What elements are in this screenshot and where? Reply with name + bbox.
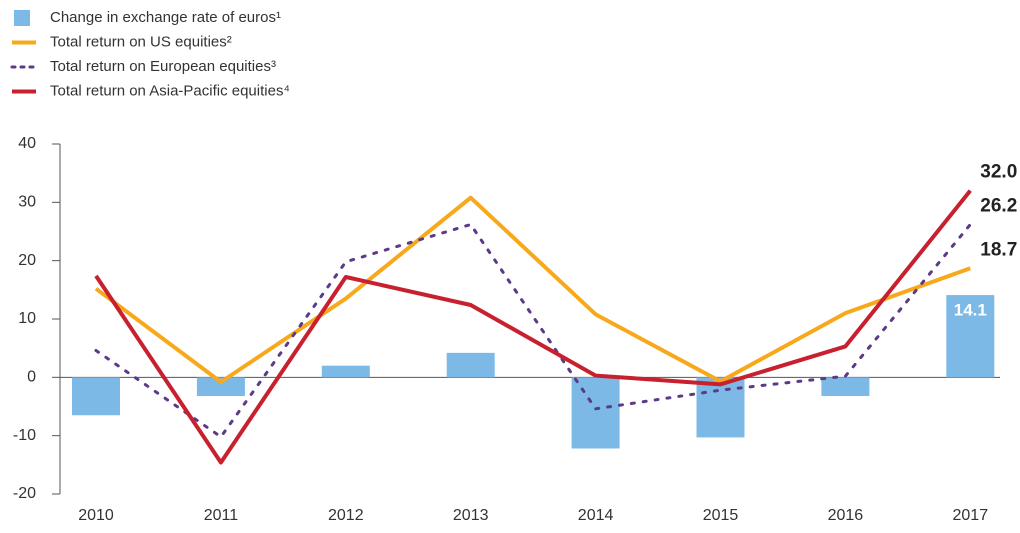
bar	[821, 377, 870, 396]
x-tick-label: 2015	[703, 507, 739, 524]
legend-label: Total return on Asia-Pacific equities⁴	[50, 82, 290, 99]
legend-label: Total return on European equities³	[50, 58, 276, 75]
line-value-label: 32.0	[980, 162, 1017, 183]
y-tick-label: 20	[18, 252, 36, 269]
bar	[946, 295, 995, 378]
bar	[446, 352, 495, 378]
line-series	[94, 189, 972, 465]
bar	[72, 377, 120, 416]
legend-swatch	[14, 10, 30, 26]
bar	[196, 377, 245, 396]
y-tick-label: -20	[13, 485, 36, 502]
y-tick-label: -10	[13, 427, 36, 444]
x-tick-label: 2010	[78, 507, 114, 524]
x-tick-label: 2016	[828, 507, 864, 524]
line-value-label: 18.7	[980, 239, 1017, 260]
x-tick-label: 2011	[204, 507, 239, 524]
x-tick-label: 2014	[578, 507, 614, 524]
bar	[321, 365, 370, 378]
line-value-label: 26.2	[980, 196, 1017, 217]
bar	[696, 377, 745, 438]
legend-label: Total return on US equities²	[50, 33, 232, 50]
line-series	[94, 223, 972, 439]
x-tick-label: 2013	[453, 507, 489, 524]
y-tick-label: 10	[18, 310, 36, 327]
y-tick-label: 40	[18, 135, 36, 152]
legend-label: Change in exchange rate of euros¹	[50, 9, 281, 26]
bar-value-label: 14.1	[954, 301, 987, 320]
x-tick-label: 2017	[953, 507, 989, 524]
x-tick-label: 2012	[328, 507, 364, 524]
line-series	[94, 195, 971, 384]
y-tick-label: 30	[18, 194, 36, 211]
y-tick-label: 0	[27, 369, 36, 386]
bar	[571, 377, 620, 449]
